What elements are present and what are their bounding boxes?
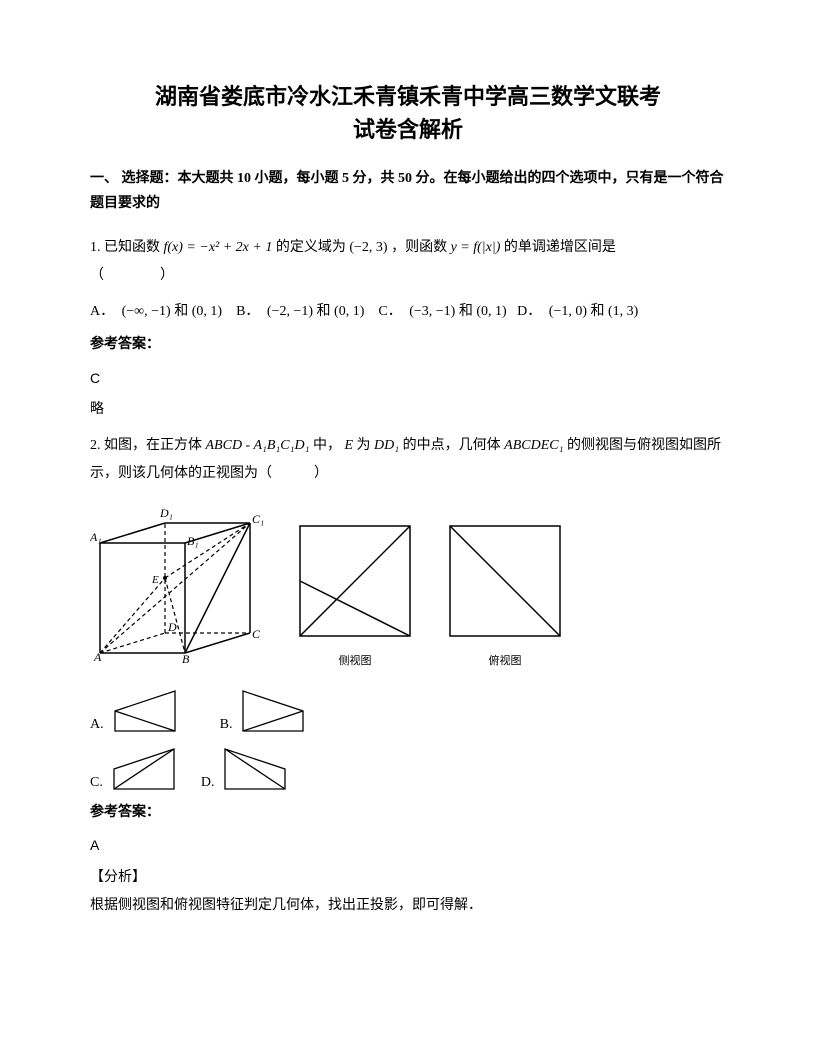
top-view-svg (445, 521, 565, 641)
q2-text-a: 如图，在正方体 (104, 438, 206, 453)
side-view-svg (295, 521, 415, 641)
q2-text-b: 中， (313, 438, 341, 453)
question-1: 1. 已知函数 f(x) = −x² + 2x + 1 的定义域为 (−2, 3… (90, 234, 726, 290)
q1-opt-a-label: A． (90, 304, 114, 319)
cube-svg: A B C D A₁ B₁ C₁ D₁ E (90, 503, 265, 663)
label-c1: C₁ (252, 512, 264, 526)
q1-answer-label: 参考答案： (90, 334, 726, 356)
q1-answer: C (90, 367, 726, 389)
q1-text-d: 的单调递增区间是 (504, 240, 616, 255)
label-e: E (151, 574, 159, 586)
q2-option-a: A. (90, 686, 180, 736)
cube-figure: A B C D A₁ B₁ C₁ D₁ E (90, 503, 265, 671)
q1-opt-c-label: C． (378, 304, 401, 319)
top-view-label: 俯视图 (445, 653, 565, 671)
label-c: C (252, 627, 261, 641)
q2-dd1: DD₁ (374, 438, 399, 453)
label-b: B (182, 652, 190, 663)
section-1-header: 一、 选择题：本大题共 10 小题，每小题 5 分，共 50 分。在每小题给出的… (90, 166, 726, 216)
q1-opt-d-1: (−1, 0) (549, 304, 587, 319)
q2-opt-c-label: C. (90, 772, 103, 794)
top-view-figure: 俯视图 (445, 521, 565, 671)
q2-analysis-text: 根据侧视图和俯视图特征判定几何体，找出正投影，即可得解． (90, 895, 726, 917)
label-d: D (167, 620, 177, 634)
opt-a-svg (110, 686, 180, 736)
q2-opt-b-label: B. (220, 714, 233, 736)
exam-title: 湖南省娄底市冷水江禾青镇禾青中学高三数学文联考 试卷含解析 (90, 80, 726, 146)
q1-opt-c-2: (0, 1) (476, 304, 506, 319)
q1-brief: 略 (90, 399, 726, 421)
q1-formula-2: y = f(|x|) (451, 240, 501, 255)
q1-opt-d-and: 和 (591, 304, 605, 319)
q2-options-row-2: C. D. (90, 744, 726, 794)
question-2: 2. 如图，在正方体 ABCD - A₁B₁C₁D₁ 中， E 为 DD₁ 的中… (90, 432, 726, 488)
q2-text-c: 为 (357, 438, 375, 453)
q1-opt-c-and: 和 (459, 304, 473, 319)
title-line-1: 湖南省娄底市冷水江禾青镇禾青中学高三数学文联考 (90, 80, 726, 113)
q2-number: 2. (90, 438, 101, 453)
q2-e: E (344, 438, 353, 453)
q1-text-c: ，则函数 (391, 240, 447, 255)
q2-opt-d-label: D. (201, 772, 215, 794)
q2-figures: A B C D A₁ B₁ C₁ D₁ E 侧视图 俯视图 (90, 503, 726, 671)
q2-cube: ABCD - A₁B₁C₁D₁ (206, 438, 310, 453)
q1-opt-a-1: (−∞, −1) (122, 304, 171, 319)
q1-interval-1: (−2, 3) (349, 240, 387, 255)
opt-d-svg (220, 744, 290, 794)
title-line-2: 试卷含解析 (90, 113, 726, 146)
q2-answer-label: 参考答案： (90, 802, 726, 824)
q1-opt-c-1: (−3, −1) (409, 304, 455, 319)
q1-opt-d-2: (1, 3) (608, 304, 638, 319)
q1-text-b: 的定义域为 (276, 240, 346, 255)
q1-opt-a-2: (0, 1) (192, 304, 222, 319)
q1-formula-1: f(x) = −x² + 2x + 1 (164, 240, 273, 255)
q2-opt-a-label: A. (90, 714, 104, 736)
q1-opt-b-1: (−2, −1) (267, 304, 313, 319)
q1-opt-b-label: B． (236, 304, 259, 319)
q2-option-c: C. (90, 744, 179, 794)
q2-option-b: B. (220, 686, 309, 736)
label-d1: D₁ (159, 506, 173, 520)
opt-b-svg (238, 686, 308, 736)
q1-options: A． (−∞, −1) 和 (0, 1) B． (−2, −1) 和 (0, 1… (90, 298, 726, 326)
q2-answer: A (90, 834, 726, 856)
side-view-figure: 侧视图 (295, 521, 415, 671)
label-a1: A₁ (90, 530, 102, 544)
q1-number: 1. (90, 240, 101, 255)
q1-blank: （ ） (90, 268, 174, 283)
label-b1: B₁ (187, 534, 199, 548)
q2-text-d: 的中点，几何体 (403, 438, 505, 453)
q2-options-row-1: A. B. (90, 686, 726, 736)
q2-option-d: D. (201, 744, 291, 794)
opt-c-svg (109, 744, 179, 794)
point-e (163, 576, 167, 580)
q1-opt-a-and: 和 (174, 304, 188, 319)
q1-text-a: 已知函数 (104, 240, 160, 255)
side-view-label: 侧视图 (295, 653, 415, 671)
q1-opt-b-2: (0, 1) (334, 304, 364, 319)
q2-analysis-tag: 【分析】 (90, 867, 726, 889)
q2-solid: ABCDEC₁ (504, 438, 563, 453)
label-a: A (93, 650, 102, 663)
q1-opt-b-and: 和 (317, 304, 331, 319)
q1-opt-d-label: D． (517, 304, 541, 319)
